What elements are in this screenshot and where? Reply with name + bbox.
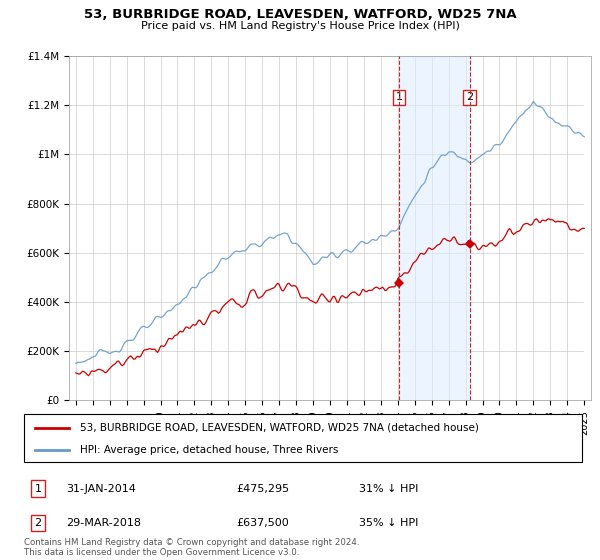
Text: 29-MAR-2018: 29-MAR-2018	[66, 518, 141, 528]
Bar	[399, 56, 470, 400]
Text: Price paid vs. HM Land Registry's House Price Index (HPI): Price paid vs. HM Land Registry's House …	[140, 21, 460, 31]
Text: 53, BURBRIDGE ROAD, LEAVESDEN, WATFORD, WD25 7NA (detached house): 53, BURBRIDGE ROAD, LEAVESDEN, WATFORD, …	[80, 423, 479, 433]
Text: 1: 1	[34, 484, 41, 493]
Text: £475,295: £475,295	[236, 484, 289, 493]
Text: 1: 1	[395, 92, 403, 102]
Bar	[584, 56, 591, 400]
Text: 31-JAN-2014: 31-JAN-2014	[66, 484, 136, 493]
Text: HPI: Average price, detached house, Three Rivers: HPI: Average price, detached house, Thre…	[80, 445, 338, 455]
FancyBboxPatch shape	[24, 414, 582, 462]
Text: Contains HM Land Registry data © Crown copyright and database right 2024.
This d: Contains HM Land Registry data © Crown c…	[24, 538, 359, 557]
Text: 31% ↓ HPI: 31% ↓ HPI	[359, 484, 418, 493]
Text: 2: 2	[34, 518, 41, 528]
Text: £637,500: £637,500	[236, 518, 289, 528]
Text: 35% ↓ HPI: 35% ↓ HPI	[359, 518, 418, 528]
Text: 2: 2	[466, 92, 473, 102]
Text: 53, BURBRIDGE ROAD, LEAVESDEN, WATFORD, WD25 7NA: 53, BURBRIDGE ROAD, LEAVESDEN, WATFORD, …	[83, 8, 517, 21]
